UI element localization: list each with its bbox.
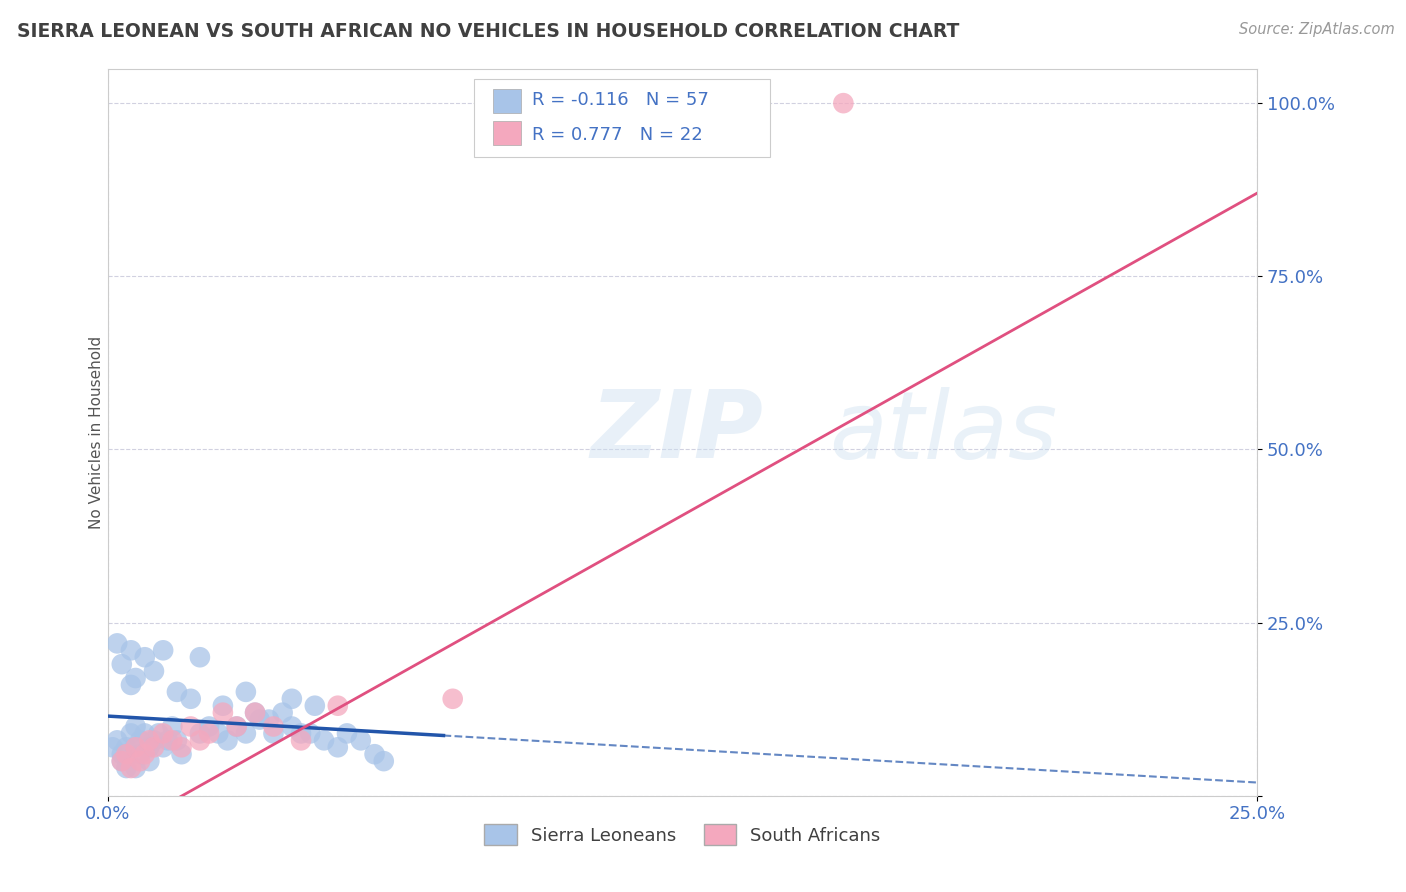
Point <box>152 740 174 755</box>
Point <box>188 733 211 747</box>
Point <box>198 726 221 740</box>
Point <box>170 747 193 762</box>
Point <box>111 747 134 762</box>
Point <box>299 726 322 740</box>
Point <box>832 96 855 111</box>
Point <box>115 747 138 762</box>
Point <box>120 761 142 775</box>
Point <box>235 685 257 699</box>
Point <box>217 733 239 747</box>
Point <box>120 678 142 692</box>
Point <box>101 740 124 755</box>
Point <box>235 726 257 740</box>
Point <box>138 740 160 755</box>
Point <box>156 733 179 747</box>
Point <box>124 719 146 733</box>
Point <box>124 761 146 775</box>
Legend: Sierra Leoneans, South Africans: Sierra Leoneans, South Africans <box>477 817 889 852</box>
Point <box>162 719 184 733</box>
Point <box>129 747 152 762</box>
Point <box>262 719 284 733</box>
Point <box>271 706 294 720</box>
Point <box>326 740 349 755</box>
Point <box>225 719 247 733</box>
Point <box>373 754 395 768</box>
Point <box>180 719 202 733</box>
Point <box>138 754 160 768</box>
Point <box>134 747 156 762</box>
Point <box>243 706 266 720</box>
Point <box>257 713 280 727</box>
Point <box>225 719 247 733</box>
Point <box>124 740 146 755</box>
Point <box>281 691 304 706</box>
Point <box>441 691 464 706</box>
Point <box>115 761 138 775</box>
Point <box>212 698 235 713</box>
Point <box>207 726 229 740</box>
Point <box>290 726 312 740</box>
Point <box>124 740 146 755</box>
Point <box>124 671 146 685</box>
Point <box>243 706 266 720</box>
Point <box>166 685 188 699</box>
Point <box>212 706 235 720</box>
Point <box>111 754 134 768</box>
Text: SIERRA LEONEAN VS SOUTH AFRICAN NO VEHICLES IN HOUSEHOLD CORRELATION CHART: SIERRA LEONEAN VS SOUTH AFRICAN NO VEHIC… <box>17 22 959 41</box>
Point <box>142 733 165 747</box>
Point <box>180 691 202 706</box>
Point <box>249 713 271 727</box>
Point <box>105 733 128 747</box>
Point <box>290 733 312 747</box>
Text: R = 0.777   N = 22: R = 0.777 N = 22 <box>531 126 703 144</box>
Point <box>336 726 359 740</box>
Point <box>326 698 349 713</box>
Point <box>105 636 128 650</box>
Point <box>115 740 138 755</box>
Point <box>111 754 134 768</box>
Point <box>304 698 326 713</box>
Point <box>198 719 221 733</box>
Text: Source: ZipAtlas.com: Source: ZipAtlas.com <box>1239 22 1395 37</box>
Point <box>188 726 211 740</box>
Point <box>152 643 174 657</box>
Point <box>134 726 156 740</box>
Point <box>142 664 165 678</box>
Point <box>148 726 170 740</box>
Point <box>166 733 188 747</box>
Point <box>129 733 152 747</box>
Point <box>120 726 142 740</box>
Point <box>129 754 152 768</box>
Point <box>120 643 142 657</box>
Text: atlas: atlas <box>830 386 1057 477</box>
Text: ZIP: ZIP <box>591 386 763 478</box>
Point <box>363 747 385 762</box>
Text: R = -0.116   N = 57: R = -0.116 N = 57 <box>531 91 709 110</box>
Point <box>111 657 134 672</box>
Point <box>312 733 335 747</box>
Point <box>262 726 284 740</box>
Point <box>162 733 184 747</box>
Point <box>134 650 156 665</box>
Point <box>188 650 211 665</box>
Point <box>350 733 373 747</box>
Point <box>281 719 304 733</box>
Y-axis label: No Vehicles in Household: No Vehicles in Household <box>90 335 104 529</box>
Point <box>152 726 174 740</box>
Point <box>170 740 193 755</box>
Point <box>142 740 165 755</box>
Point <box>138 733 160 747</box>
